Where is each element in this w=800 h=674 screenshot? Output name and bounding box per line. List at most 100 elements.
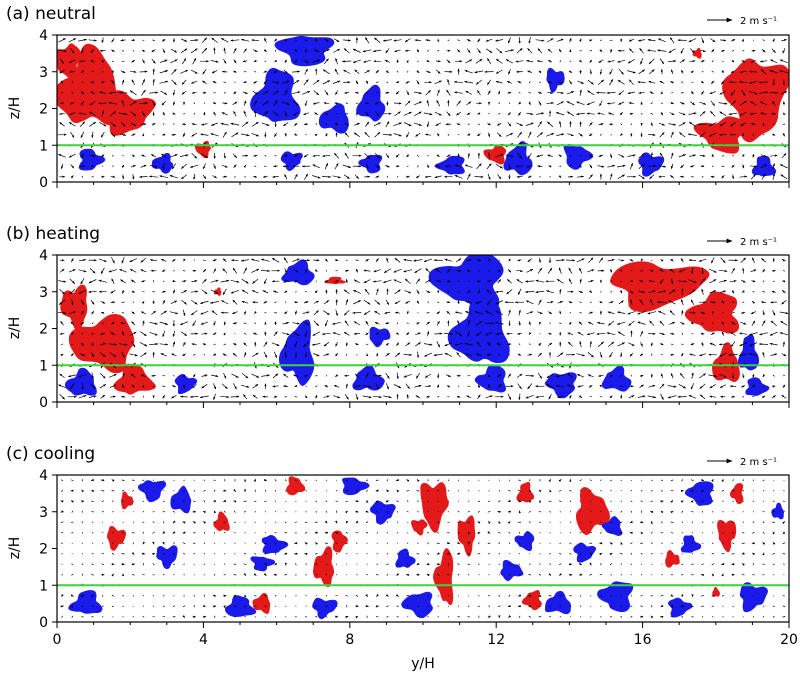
- velocity-vector: [264, 532, 267, 534]
- velocity-vector: [244, 310, 247, 315]
- velocity-vector: [618, 68, 624, 75]
- velocity-vector: [710, 100, 715, 107]
- velocity-vector: [650, 615, 654, 619]
- velocity-vector: [263, 341, 268, 347]
- velocity-vector: [293, 154, 299, 157]
- velocity-vector: [527, 153, 532, 159]
- velocity-vector: [192, 58, 197, 65]
- velocity-vector: [385, 500, 389, 503]
- velocity-vector: [690, 321, 694, 325]
- velocity-vector: [59, 268, 65, 273]
- velocity-vector: [588, 280, 594, 283]
- velocity-vector: [149, 342, 159, 346]
- velocity-vector: [365, 320, 369, 326]
- velocity-vector: [526, 59, 534, 63]
- velocity-vector: [659, 132, 665, 138]
- velocity-vector: [170, 154, 178, 158]
- velocity-vector: [770, 301, 777, 304]
- velocity-vector: [478, 594, 480, 597]
- velocity-vector: [353, 384, 361, 388]
- velocity-vector: [650, 500, 654, 502]
- velocity-vector: [71, 299, 74, 306]
- velocity-vector: [772, 38, 775, 42]
- velocity-vector: [629, 279, 634, 283]
- velocity-vector: [60, 500, 64, 503]
- velocity-vector: [365, 163, 369, 169]
- velocity-vector: [304, 280, 308, 283]
- velocity-vector: [740, 311, 746, 314]
- velocity-vector: [59, 332, 65, 335]
- velocity-vector: [525, 122, 534, 126]
- velocity-vector: [629, 531, 633, 535]
- velocity-vector: [152, 300, 155, 304]
- velocity-vector: [464, 342, 473, 346]
- velocity-vector: [406, 500, 409, 503]
- velocity-vector: [191, 91, 197, 94]
- velocity-vector: [150, 154, 157, 158]
- velocity-vector: [752, 573, 755, 576]
- velocity-vector: [241, 121, 249, 127]
- velocity-vector: [549, 70, 551, 73]
- velocity-vector: [365, 510, 369, 513]
- velocity-vector: [505, 59, 513, 64]
- velocity-vector: [233, 489, 237, 492]
- velocity-vector: [549, 553, 552, 555]
- velocity-vector: [91, 342, 94, 347]
- velocity-vector: [708, 374, 718, 378]
- velocity-vector: [721, 573, 724, 577]
- velocity-vector: [566, 91, 575, 95]
- velocity-vector: [678, 383, 686, 389]
- velocity-vector: [589, 552, 593, 556]
- negative-region: [474, 364, 506, 393]
- velocity-vector: [223, 47, 226, 54]
- velocity-vector: [528, 332, 532, 335]
- velocity-vector: [742, 154, 745, 158]
- negative-region: [737, 334, 760, 371]
- velocity-vector: [353, 300, 361, 305]
- velocity-vector: [721, 489, 725, 492]
- velocity-vector: [651, 353, 653, 356]
- velocity-vector: [234, 542, 236, 544]
- velocity-vector: [497, 279, 502, 284]
- velocity-vector: [60, 101, 64, 105]
- velocity-vector: [81, 605, 84, 608]
- velocity-vector: [567, 384, 574, 389]
- velocity-vector: [518, 542, 521, 544]
- velocity-vector: [528, 489, 532, 493]
- velocity-vector: [446, 385, 450, 388]
- velocity-vector: [182, 615, 186, 618]
- velocity-vector: [576, 101, 585, 106]
- velocity-vector: [81, 70, 84, 74]
- velocity-vector: [782, 521, 785, 525]
- velocity-vector: [538, 573, 542, 576]
- velocity-vector: [414, 268, 422, 274]
- velocity-vector: [141, 79, 146, 86]
- velocity-vector: [436, 154, 440, 157]
- velocity-vector: [132, 605, 134, 607]
- velocity-vector: [741, 552, 745, 555]
- velocity-vector: [557, 395, 564, 399]
- velocity-vector: [212, 80, 217, 84]
- velocity-vector: [668, 123, 677, 126]
- velocity-vector: [772, 615, 775, 618]
- velocity-vector: [680, 299, 684, 306]
- velocity-vector: [557, 300, 563, 304]
- velocity-vector: [486, 289, 492, 294]
- velocity-vector: [397, 542, 399, 544]
- velocity-vector: [315, 574, 318, 576]
- velocity-vector: [120, 39, 126, 42]
- velocity-vector: [701, 342, 704, 347]
- velocity-vector: [681, 594, 684, 598]
- velocity-vector: [467, 511, 470, 513]
- velocity-vector: [579, 605, 582, 607]
- y-axis-label: z/H: [7, 537, 23, 560]
- velocity-vector: [497, 374, 502, 378]
- velocity-vector: [263, 37, 267, 43]
- velocity-vector: [80, 594, 85, 598]
- velocity-vector: [599, 300, 603, 304]
- velocity-vector: [151, 123, 156, 126]
- velocity-vector: [598, 154, 604, 157]
- velocity-vector: [130, 373, 136, 378]
